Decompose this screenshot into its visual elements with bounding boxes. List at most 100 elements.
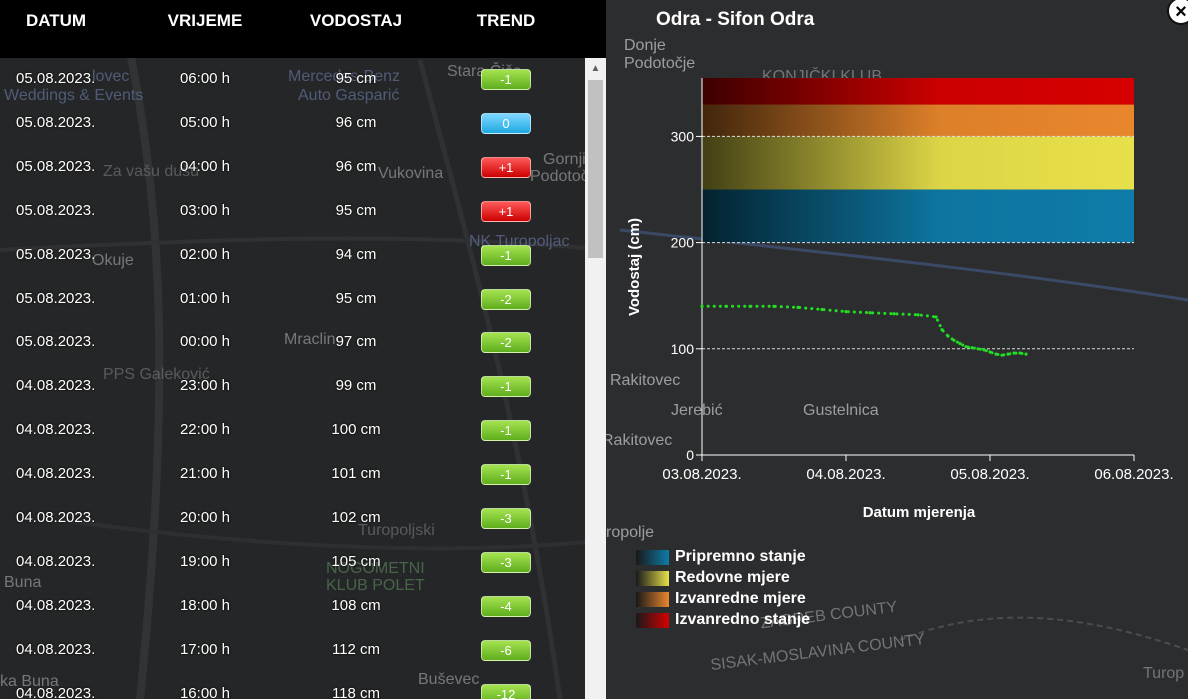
- row-time: 04:00 h: [179, 157, 231, 175]
- x-tick-label: 06.08.2023.: [1094, 466, 1173, 483]
- row-time: 17:00 h: [179, 640, 231, 658]
- table-row[interactable]: 04.08.2023. 20:00 h 102 cm -3: [0, 497, 585, 541]
- table-row[interactable]: 05.08.2023. 02:00 h 94 cm -1: [0, 234, 585, 278]
- map-place-label: Za vašu dušu: [103, 163, 200, 180]
- data-point: [1000, 353, 1004, 357]
- row-water-level: 100 cm: [331, 421, 381, 439]
- water-level-table: DATUM VRIJEME VODOSTAJ TREND 05.08.2023.…: [0, 0, 606, 699]
- table-row[interactable]: 05.08.2023. 05:00 h 96 cm 0: [0, 102, 585, 146]
- legend-item[interactable]: Izvanredne mjere: [636, 590, 896, 610]
- row-time: 06:00 h: [179, 70, 231, 87]
- x-tick-label: 05.08.2023.: [950, 466, 1029, 483]
- row-water-level: 118 cm: [331, 684, 381, 699]
- trend-badge: -3: [481, 551, 531, 573]
- map-place-label: NOGOMETNI: [326, 560, 425, 577]
- column-header-date: DATUM: [25, 11, 87, 30]
- table-row[interactable]: 04.08.2023. 16:00 h 118 cm -12: [0, 673, 585, 699]
- data-point: [964, 345, 968, 349]
- trend-badge: -1: [481, 464, 531, 486]
- row-time: 00:00 h: [179, 333, 231, 351]
- trend-badge: 0: [481, 112, 531, 134]
- table-row[interactable]: 05.08.2023. 06:00 h 95 cm -1: [0, 58, 585, 102]
- close-button[interactable]: ×: [1167, 0, 1188, 25]
- column-header-trend: TREND: [476, 11, 536, 30]
- column-header-level: VODOSTAJ: [309, 11, 403, 30]
- legend-item[interactable]: Redovne mjere: [636, 569, 896, 589]
- map-place-label: Rakitovec: [610, 372, 681, 389]
- table-body[interactable]: 05.08.2023. 06:00 h 95 cm -1 05.08.2023. 05:0…: [0, 58, 585, 699]
- row-time: 03:00 h: [179, 201, 231, 219]
- trend-badge: -3: [481, 508, 531, 529]
- trend-badge: -1: [481, 420, 531, 442]
- row-water-level: 95 cm: [335, 201, 377, 219]
- row-time: 16:00 h: [179, 684, 231, 699]
- legend-label: Izvanredno stanje: [675, 611, 811, 628]
- scroll-up-arrow-icon[interactable]: ▲: [590, 63, 601, 74]
- row-water-level: 108 cm: [331, 596, 381, 614]
- legend-swatch: [636, 550, 669, 565]
- map-place-label: PPS Galeković: [103, 366, 210, 383]
- table-row[interactable]: 04.08.2023. 21:00 h 101 cm -1: [0, 453, 585, 497]
- threshold-band-shade: [702, 189, 1134, 243]
- map-place-label: Auto Gasparić: [298, 87, 400, 104]
- data-point: [700, 304, 704, 308]
- data-point: [976, 347, 980, 351]
- legend-item[interactable]: Pripremno stanje: [636, 548, 896, 568]
- row-date: 04.08.2023.: [16, 596, 96, 614]
- map-place-label: Turop: [1143, 665, 1185, 682]
- table-row[interactable]: 05.08.2023. 00:00 h 97 cm -2: [0, 321, 585, 365]
- table-row[interactable]: 04.08.2023. 19:00 h 105 cm -3: [0, 541, 585, 585]
- data-point: [916, 313, 920, 317]
- row-time: 19:00 h: [179, 552, 231, 570]
- y-tick-label: 0: [686, 447, 694, 463]
- map-place-label: Gustelnica: [803, 402, 879, 419]
- row-time: 20:00 h: [179, 509, 231, 526]
- y-tick-label: 200: [671, 235, 695, 251]
- data-point: [820, 307, 824, 312]
- table-row[interactable]: 04.08.2023. 18:00 h 108 cm -4: [0, 585, 585, 629]
- map-place-label: KLUB POLET: [326, 577, 425, 594]
- row-date: 04.08.2023.: [16, 509, 96, 526]
- data-point: [844, 310, 848, 314]
- row-date: 05.08.2023.: [16, 70, 96, 87]
- legend-swatch: [636, 571, 669, 586]
- data-point: [868, 311, 872, 315]
- map-place-label: Turopoljski: [358, 522, 435, 539]
- row-date: 05.08.2023.: [16, 289, 96, 307]
- table-row[interactable]: 05.08.2023. 03:00 h 95 cm +1: [0, 190, 585, 234]
- scrollbar-thumb[interactable]: [588, 80, 603, 258]
- y-axis-label: Vodostaj (cm): [626, 218, 643, 316]
- row-time: 05:00 h: [179, 113, 231, 131]
- row-water-level: 105 cm: [331, 552, 381, 570]
- trend-badge: -1: [481, 376, 531, 398]
- map-place-label: ka Buna: [0, 673, 59, 690]
- trend-badge: -1: [481, 69, 531, 90]
- chart-title: Odra - Sifon Odra: [656, 9, 815, 30]
- water-level-chart: 0 100 200 300 03.08.2023. 04.08.2023. 05.08.20…: [626, 78, 1174, 521]
- data-point: [946, 334, 950, 338]
- row-time: 18:00 h: [179, 596, 231, 614]
- table-row[interactable]: 05.08.2023. 04:00 h 96 cm +1: [0, 146, 585, 190]
- row-time: 02:00 h: [179, 245, 231, 263]
- row-date: 05.08.2023.: [16, 201, 96, 219]
- row-date: 04.08.2023.: [16, 552, 96, 570]
- table-row[interactable]: 04.08.2023. 23:00 h 99 cm -1: [0, 365, 585, 409]
- table-scrollbar[interactable]: ▲: [585, 58, 606, 699]
- row-water-level: 112 cm: [331, 640, 381, 658]
- table-row[interactable]: 04.08.2023. 17:00 h 112 cm -6: [0, 629, 585, 673]
- column-header-time: VRIJEME: [167, 11, 243, 30]
- legend-item[interactable]: Izvanredno stanje: [636, 611, 896, 631]
- trend-badge: -2: [481, 288, 531, 310]
- y-tick-label: 100: [671, 341, 695, 357]
- data-point: [982, 348, 986, 352]
- row-date: 04.08.2023.: [16, 684, 96, 699]
- row-water-level: 95 cm: [335, 289, 377, 307]
- map-place-label: Okuje: [92, 252, 134, 269]
- legend-label: Redovne mjere: [675, 569, 790, 586]
- table-row[interactable]: 05.08.2023. 01:00 h 95 cm -2: [0, 278, 585, 322]
- data-point: [892, 312, 896, 316]
- trend-badge: -1: [481, 244, 531, 266]
- map-place-label: Mercedes-Benz: [288, 68, 401, 85]
- table-row[interactable]: 04.08.2023. 22:00 h 100 cm -1: [0, 409, 585, 453]
- series-line: [700, 304, 1028, 357]
